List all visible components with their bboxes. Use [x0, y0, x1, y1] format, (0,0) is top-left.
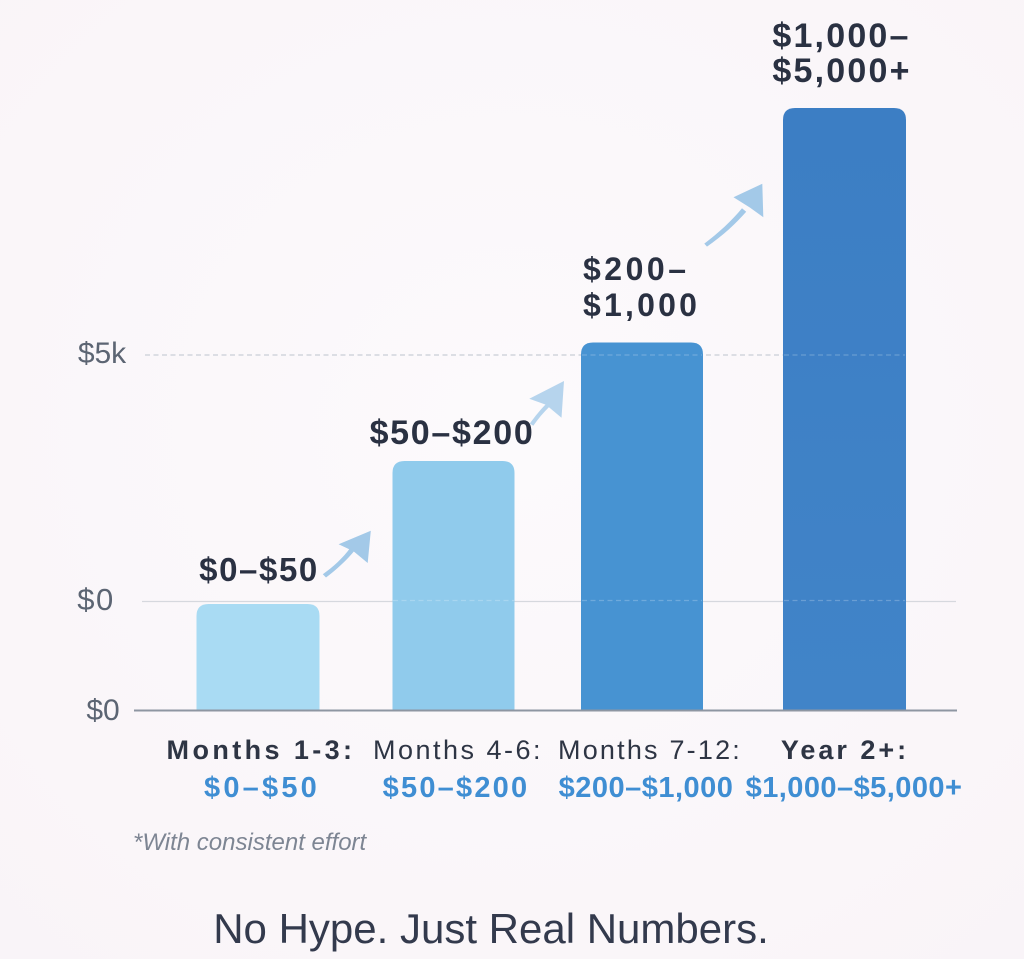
- svg-text:$5,000+: $5,000+: [772, 52, 911, 90]
- svg-text:Year 2+:: Year 2+:: [781, 735, 909, 765]
- svg-text:$50–$200: $50–$200: [383, 772, 530, 804]
- svg-text:$1,000: $1,000: [583, 287, 700, 323]
- svg-text:Months 4-6:: Months 4-6:: [373, 735, 543, 765]
- svg-text:$50–$200: $50–$200: [370, 414, 535, 452]
- svg-text:*With consistent effort: *With consistent effort: [133, 829, 368, 856]
- svg-text:$0: $0: [77, 582, 114, 617]
- svg-text:$1,000–: $1,000–: [772, 17, 910, 55]
- svg-text:$0: $0: [86, 694, 119, 727]
- svg-text:$200–$1,000: $200–$1,000: [559, 772, 734, 804]
- svg-text:$0–$50: $0–$50: [204, 772, 320, 804]
- svg-text:Months 7-12:: Months 7-12:: [558, 735, 742, 765]
- svg-text:$1,000–$5,000+: $1,000–$5,000+: [746, 772, 963, 804]
- svg-text:$5k: $5k: [78, 337, 127, 370]
- svg-text:Months 1-3:: Months 1-3:: [167, 735, 356, 765]
- svg-text:No Hype. Just Real Numbers.: No Hype. Just Real Numbers.: [213, 905, 769, 952]
- svg-text:$200–: $200–: [583, 251, 689, 287]
- svg-text:$0–$50: $0–$50: [199, 551, 319, 588]
